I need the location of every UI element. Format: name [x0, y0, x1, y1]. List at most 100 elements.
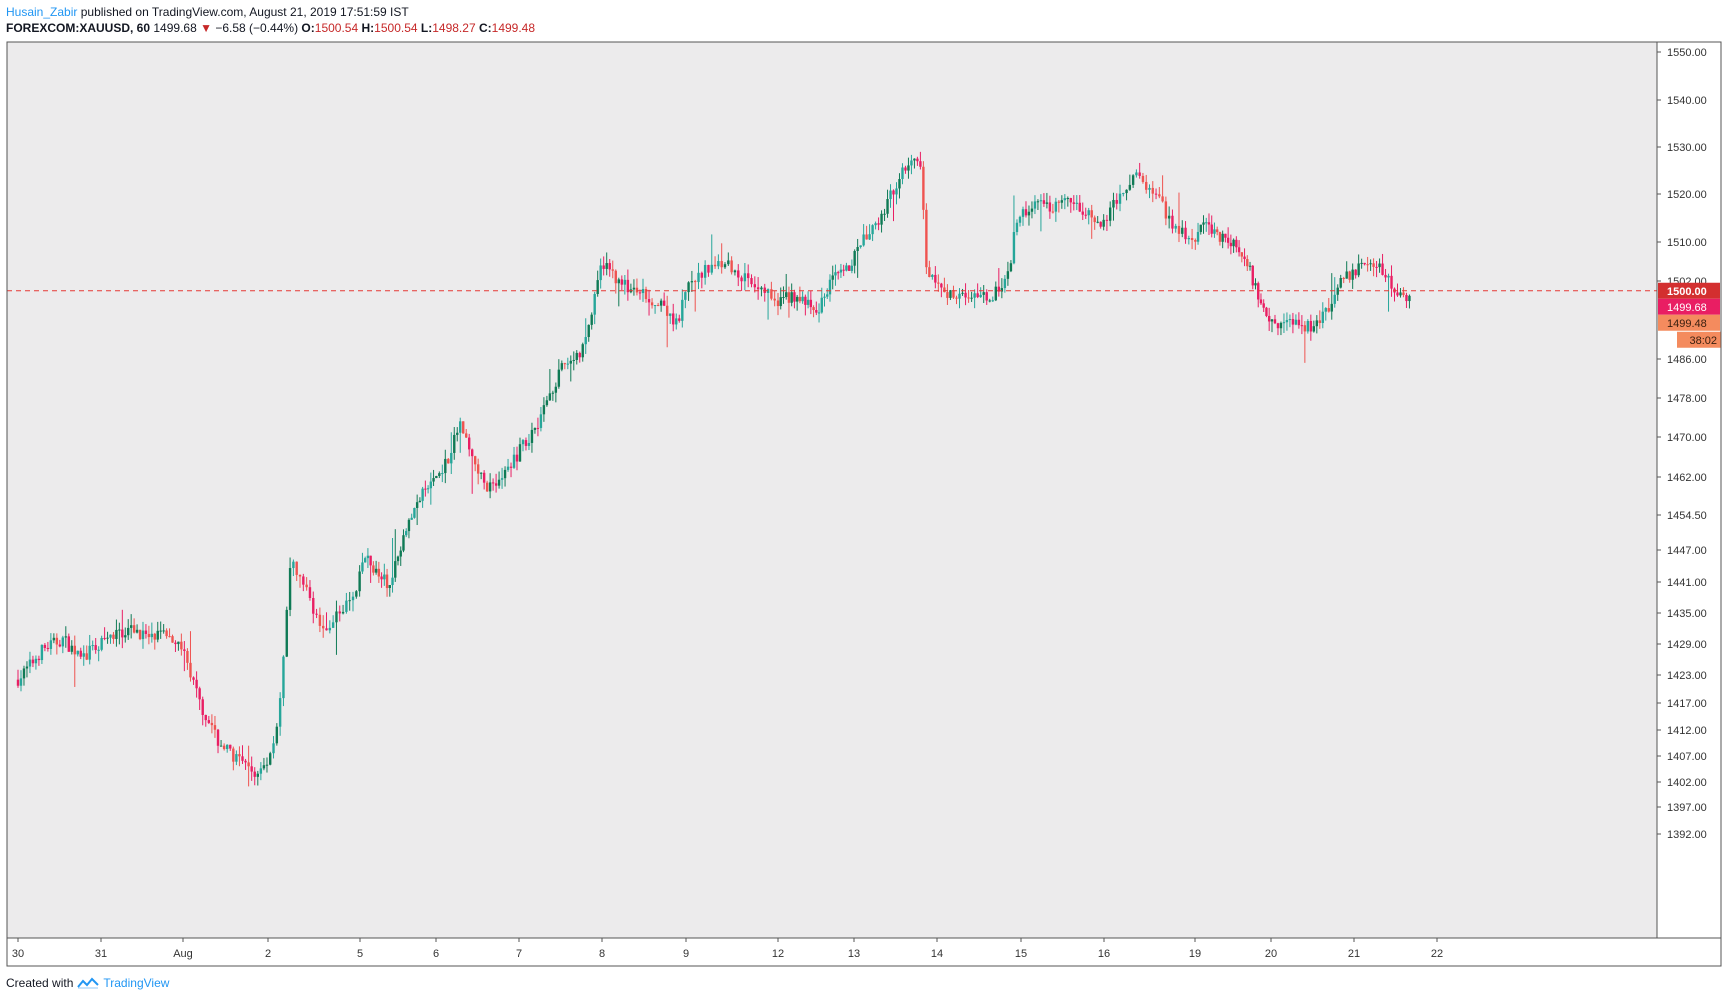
candle[interactable]: [678, 314, 681, 323]
candle[interactable]: [426, 485, 430, 494]
candle[interactable]: [1297, 312, 1301, 329]
candle[interactable]: [112, 631, 115, 644]
candle[interactable]: [973, 289, 976, 309]
candle[interactable]: [647, 289, 651, 316]
candle[interactable]: [298, 574, 302, 588]
candle[interactable]: [1345, 261, 1348, 279]
candle[interactable]: [441, 464, 444, 483]
candle[interactable]: [901, 163, 904, 185]
candle[interactable]: [462, 421, 465, 434]
candle[interactable]: [776, 292, 780, 316]
candle[interactable]: [1366, 256, 1369, 272]
candle[interactable]: [859, 245, 862, 249]
candle[interactable]: [424, 480, 427, 497]
candle[interactable]: [1232, 238, 1235, 253]
candle[interactable]: [737, 264, 740, 287]
candle[interactable]: [435, 475, 438, 479]
candle[interactable]: [361, 552, 364, 574]
candle[interactable]: [1196, 222, 1200, 245]
candle[interactable]: [746, 264, 750, 288]
candle[interactable]: [710, 234, 713, 275]
candle[interactable]: [1333, 277, 1336, 308]
candle[interactable]: [322, 615, 325, 638]
candle[interactable]: [684, 291, 687, 309]
candle[interactable]: [135, 624, 139, 634]
candle[interactable]: [192, 676, 195, 685]
candle[interactable]: [16, 669, 20, 688]
candle[interactable]: [168, 628, 171, 638]
candle[interactable]: [1108, 201, 1112, 227]
candle[interactable]: [1226, 227, 1230, 249]
candle[interactable]: [1267, 307, 1271, 331]
candle[interactable]: [25, 661, 29, 678]
candle[interactable]: [272, 736, 275, 759]
candle[interactable]: [760, 286, 763, 297]
candle[interactable]: [512, 446, 516, 469]
candle[interactable]: [1099, 221, 1102, 229]
candle[interactable]: [1248, 261, 1252, 271]
candle[interactable]: [159, 621, 162, 639]
candle[interactable]: [100, 635, 103, 652]
candle[interactable]: [928, 260, 931, 278]
candle[interactable]: [1303, 321, 1307, 363]
candle[interactable]: [1336, 284, 1339, 301]
candle[interactable]: [865, 225, 868, 240]
candle[interactable]: [982, 285, 985, 303]
candle[interactable]: [925, 203, 928, 275]
candle[interactable]: [52, 633, 56, 644]
candle[interactable]: [804, 294, 807, 316]
candle[interactable]: [1215, 226, 1219, 236]
candle[interactable]: [1030, 201, 1034, 219]
candle[interactable]: [345, 592, 348, 614]
candle[interactable]: [244, 758, 247, 770]
candle[interactable]: [940, 282, 943, 298]
candle[interactable]: [1009, 260, 1013, 273]
candle[interactable]: [351, 591, 355, 612]
candle[interactable]: [1128, 174, 1132, 191]
candle[interactable]: [302, 573, 305, 592]
candle[interactable]: [305, 577, 308, 591]
candle[interactable]: [1402, 287, 1405, 298]
candle[interactable]: [385, 568, 389, 597]
candle[interactable]: [438, 471, 441, 479]
candle[interactable]: [256, 770, 259, 786]
candle[interactable]: [958, 288, 961, 309]
candle[interactable]: [91, 640, 94, 651]
candle[interactable]: [418, 497, 422, 503]
candle[interactable]: [793, 289, 796, 309]
candle[interactable]: [1154, 188, 1158, 200]
candle[interactable]: [1300, 315, 1304, 335]
candle[interactable]: [681, 289, 684, 328]
candle[interactable]: [1194, 238, 1197, 250]
candle[interactable]: [34, 655, 38, 670]
candle[interactable]: [1036, 199, 1040, 210]
candle[interactable]: [399, 546, 402, 566]
candle[interactable]: [1177, 192, 1181, 243]
candle[interactable]: [1306, 319, 1310, 334]
candle[interactable]: [826, 288, 829, 299]
candle[interactable]: [834, 264, 837, 286]
candle[interactable]: [1024, 201, 1028, 218]
candle[interactable]: [82, 645, 85, 666]
candle[interactable]: [207, 715, 211, 725]
candle[interactable]: [847, 265, 851, 271]
candle[interactable]: [979, 287, 982, 298]
candle[interactable]: [593, 291, 596, 325]
candle[interactable]: [548, 369, 552, 401]
candle[interactable]: [970, 291, 973, 302]
candle[interactable]: [1093, 215, 1096, 230]
candle[interactable]: [892, 189, 895, 222]
candle[interactable]: [366, 548, 370, 569]
candle[interactable]: [635, 278, 639, 296]
candle[interactable]: [189, 631, 192, 682]
candle[interactable]: [1060, 195, 1064, 209]
candle[interactable]: [895, 182, 898, 205]
candle[interactable]: [503, 466, 507, 487]
candle[interactable]: [1015, 219, 1019, 236]
author-link[interactable]: Husain_Zabir: [6, 5, 78, 19]
candle[interactable]: [720, 243, 723, 274]
candle[interactable]: [653, 304, 657, 314]
candle[interactable]: [1348, 270, 1351, 283]
candle[interactable]: [64, 626, 68, 648]
candle[interactable]: [1003, 275, 1007, 293]
